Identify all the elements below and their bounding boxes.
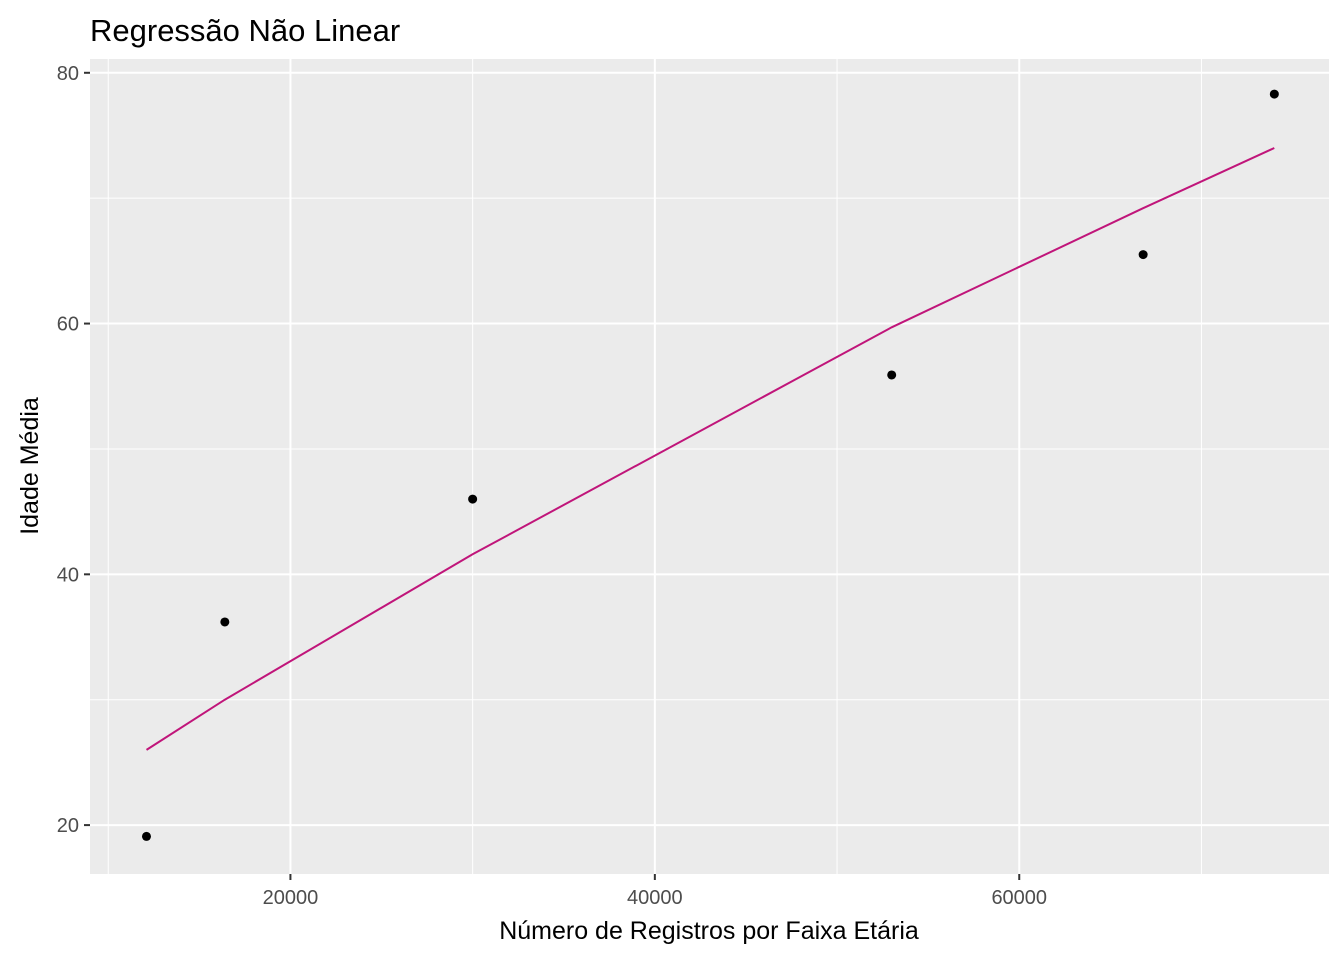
data-point [468,494,478,504]
data-point [141,831,151,841]
y-axis-title: Idade Média [16,397,44,535]
plot-panel [90,59,1329,874]
y-tick-label: 20 [57,815,79,837]
x-tick-label: 40000 [627,887,683,909]
data-point [887,370,897,380]
y-tick-label: 80 [57,63,79,85]
minor-gridlines [90,59,1329,874]
data-points [141,89,1279,841]
data-point [1269,89,1279,99]
data-point [220,617,230,627]
x-tick-label: 60000 [991,887,1047,909]
axis-ticks [84,71,1021,880]
x-axis-title: Número de Registros por Faixa Etária [499,917,919,945]
x-tick-label: 20000 [263,887,319,909]
chart-title: Regressão Não Linear [90,13,400,48]
data-point [1138,250,1148,260]
tick-labels: 20000 40000 60000 20 40 60 80 [57,63,1047,909]
y-tick-label: 60 [57,314,79,336]
regression-line [145,147,1275,751]
major-gridlines [90,59,1329,874]
y-tick-label: 40 [57,564,79,586]
